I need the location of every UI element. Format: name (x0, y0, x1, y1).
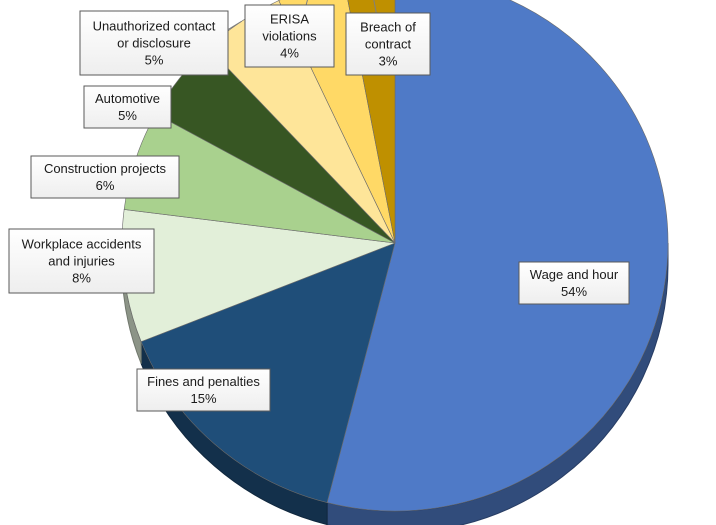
data-label-text-2: Workplace accidents (22, 237, 142, 252)
pie-slice-0 (326, 0, 669, 512)
data-label-value-2: 8% (72, 271, 91, 286)
data-label-5: Unauthorized contact or disclosure 5% (79, 10, 229, 76)
data-label-box-5 (79, 10, 229, 76)
data-label-text-0: Wage and hour (530, 267, 619, 282)
data-label-box-0 (518, 261, 630, 305)
data-label-6: ERISA violations 4% (244, 4, 335, 68)
data-label-4: Automotive 5% (83, 85, 172, 129)
data-label-box-1 (136, 368, 271, 412)
data-label-box-2 (8, 228, 155, 294)
data-label-box-4 (83, 85, 172, 129)
data-label-text-2: and injuries (48, 254, 115, 269)
data-label-text-5: Unauthorized contact (93, 19, 216, 34)
data-label-text-6: violations (262, 29, 317, 44)
data-label-text-6: ERISA (270, 12, 309, 27)
data-label-7: Breach of contract 3% (345, 12, 431, 76)
data-label-value-3: 6% (96, 178, 115, 193)
data-label-value-5: 5% (145, 53, 164, 68)
data-label-value-4: 5% (118, 108, 137, 123)
data-label-2: Workplace accidents and injuries 8% (8, 228, 155, 294)
data-label-value-0: 54% (561, 284, 587, 299)
data-label-text-5: or disclosure (117, 36, 191, 51)
data-label-text-7: Breach of (360, 20, 416, 35)
data-label-box-7 (345, 12, 431, 76)
data-label-text-7: contract (365, 37, 412, 52)
data-label-box-6 (244, 4, 335, 68)
pie-slices (121, 0, 669, 512)
data-label-value-6: 4% (280, 46, 299, 61)
data-label-value-1: 15% (190, 391, 216, 406)
data-label-0: Wage and hour 54% (518, 261, 630, 305)
data-label-text-1: Fines and penalties (147, 374, 260, 389)
data-label-3: Construction projects 6% (30, 155, 180, 199)
data-label-text-3: Construction projects (44, 161, 167, 176)
data-label-value-7: 3% (379, 54, 398, 69)
data-labels: Wage and hour 54% Fines and penalties 15% Wo… (8, 4, 630, 412)
data-label-text-4: Automotive (95, 91, 160, 106)
data-label-box-3 (30, 155, 180, 199)
data-label-1: Fines and penalties 15% (136, 368, 271, 412)
